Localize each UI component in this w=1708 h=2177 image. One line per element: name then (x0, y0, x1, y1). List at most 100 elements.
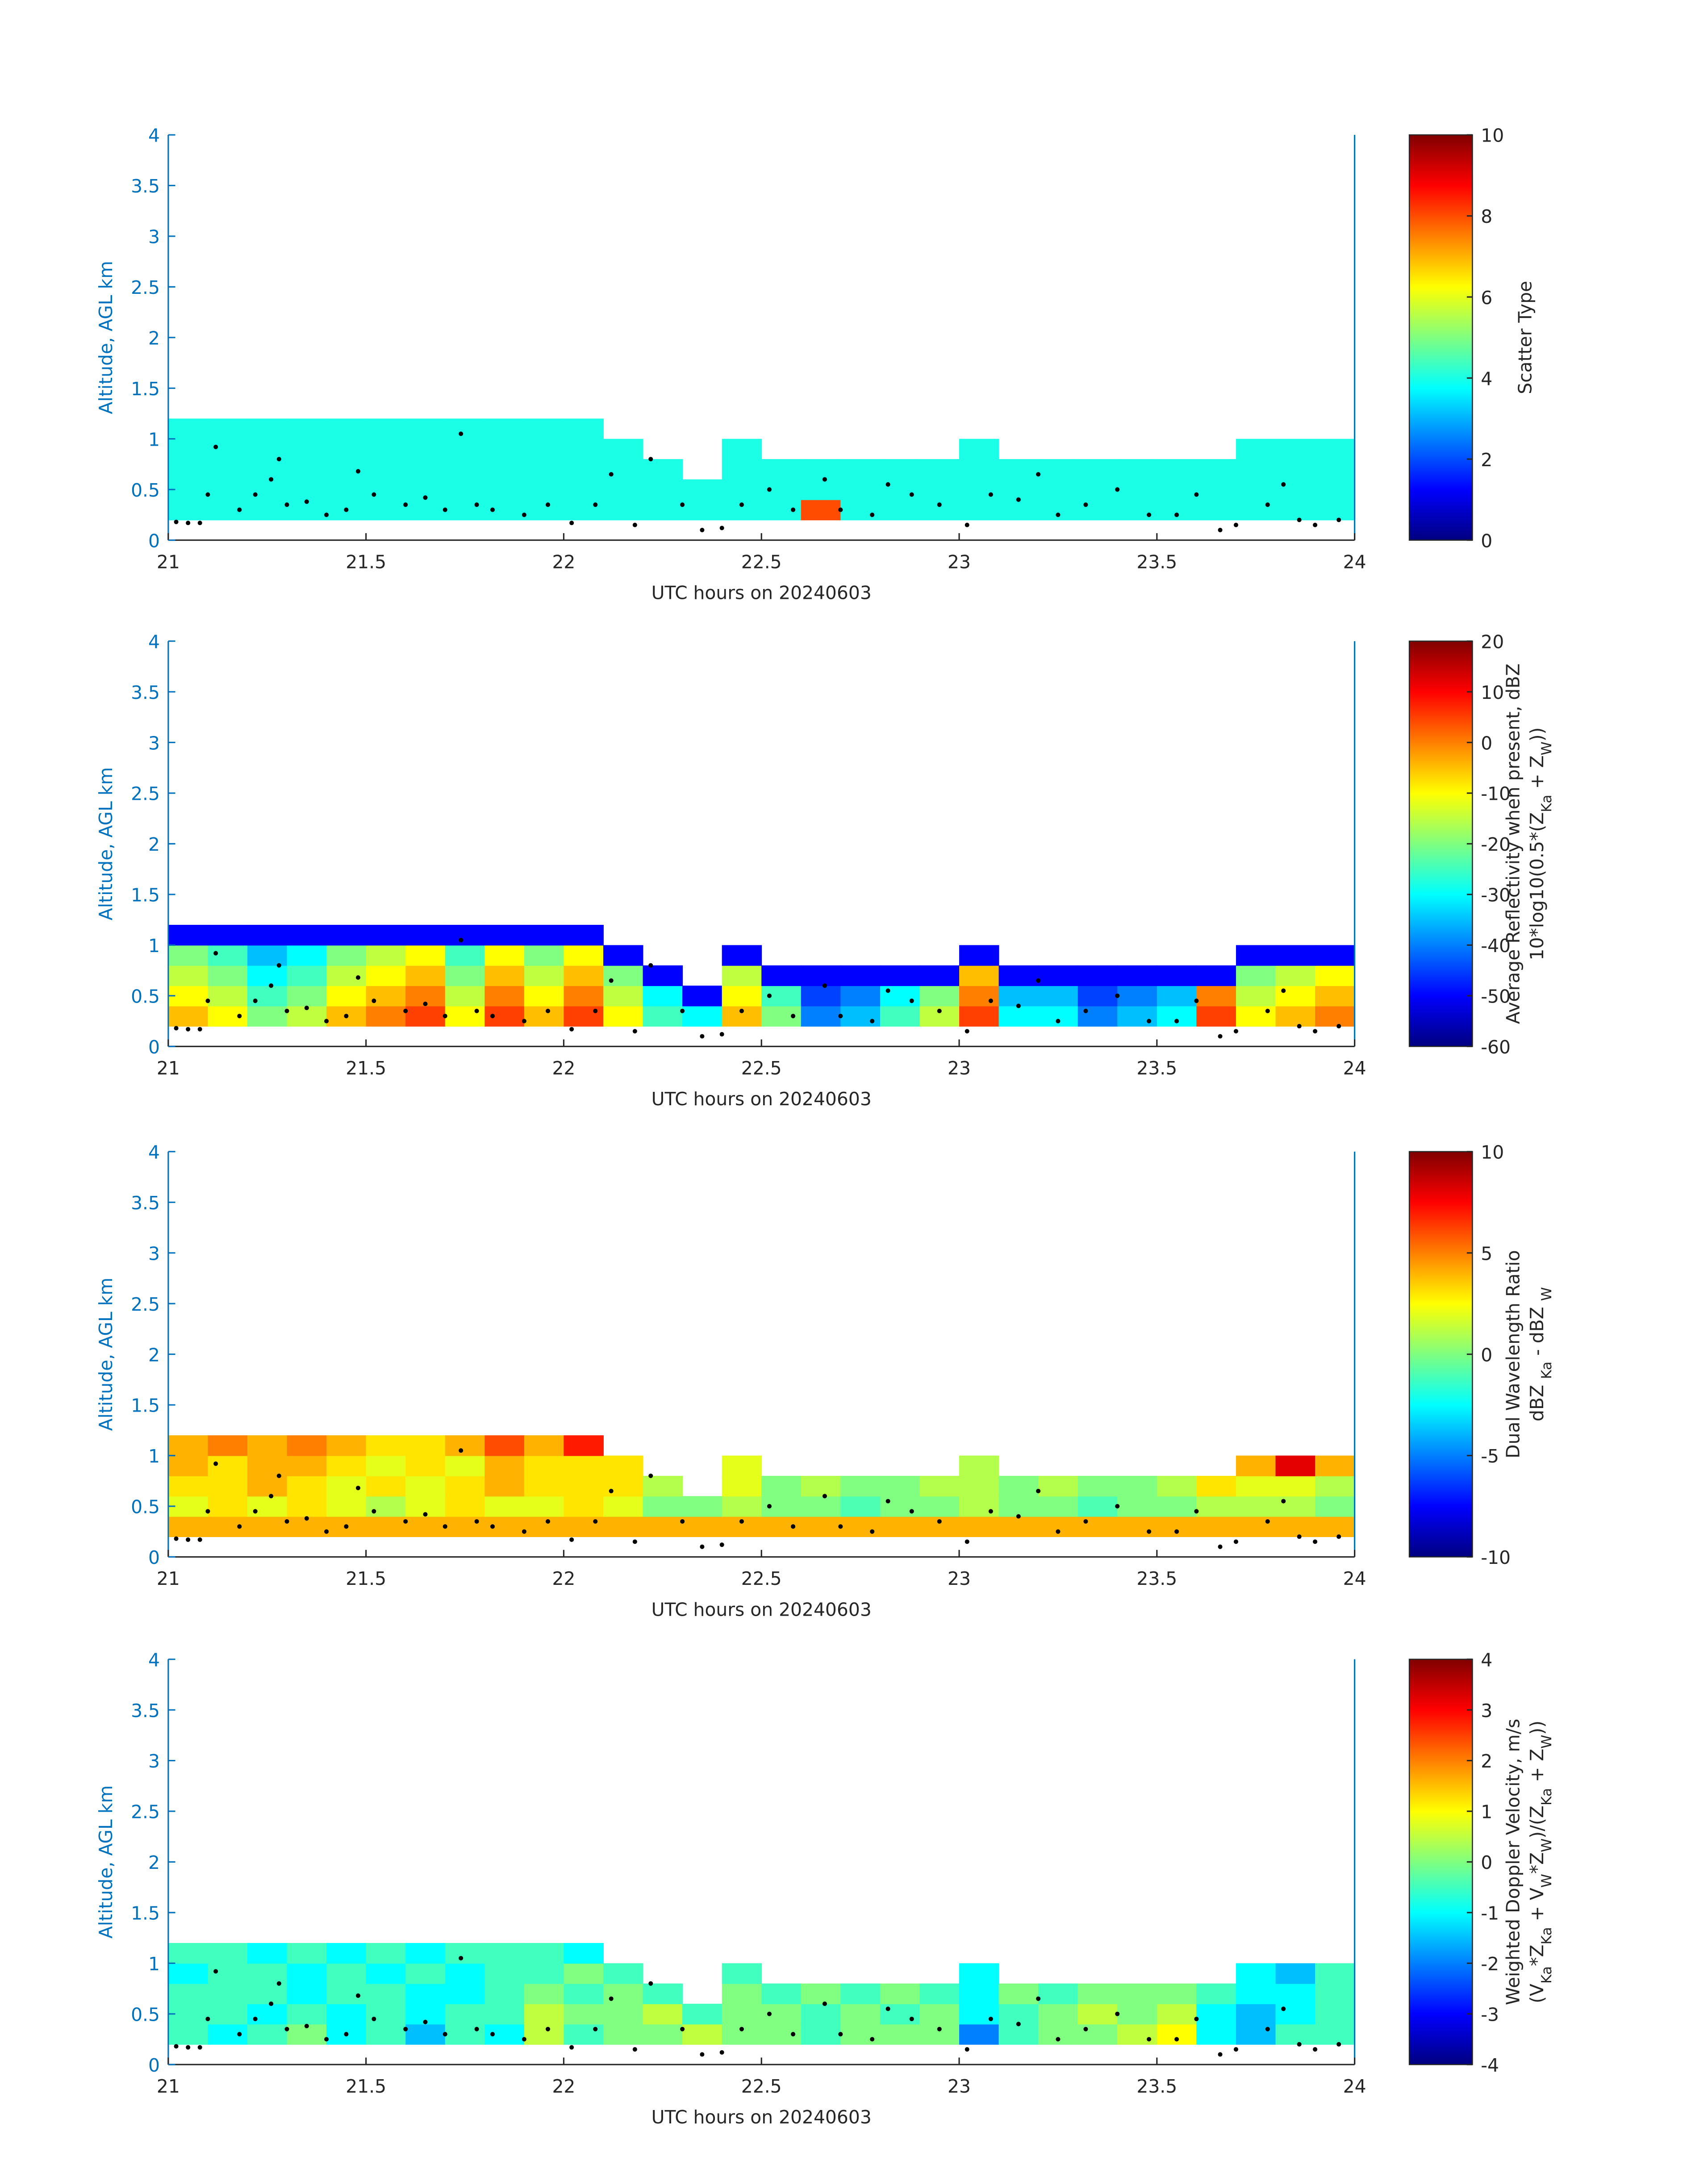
heatmap-cell (1117, 2024, 1157, 2045)
colorbar-label-part: dBZ (1526, 1379, 1548, 1421)
x-tick-label: 23 (948, 1057, 971, 1079)
heatmap-cell (880, 2024, 920, 2045)
heatmap-cell (524, 1963, 564, 1984)
x-tick-label: 23.5 (1136, 1568, 1177, 1589)
cloud-base-point (1265, 1519, 1270, 1524)
heatmap-cell (484, 1943, 525, 1964)
heatmap-cell (405, 1435, 446, 1456)
heatmap-cell (524, 418, 564, 439)
heatmap-cell (603, 945, 643, 966)
cloud-base-point (680, 1519, 685, 1524)
y-axis-label: Altitude, AGL km (95, 767, 117, 920)
y-tick-label: 1 (148, 935, 160, 957)
cloud-base-point (822, 2002, 827, 2006)
cloud-base-point (355, 1993, 360, 1998)
y-tick-label: 1.5 (131, 885, 160, 906)
cloud-base-point (186, 521, 191, 526)
heatmap-cell (445, 945, 485, 966)
heatmap-cell (326, 986, 367, 1007)
cloud-base-point (700, 2052, 705, 2057)
cloud-base-point (490, 1014, 495, 1019)
colorbar-label-part: Average Reflectivity when present, dBZ (1503, 664, 1524, 1024)
x-tick-label: 22 (552, 551, 575, 572)
cloud-base-point (1265, 502, 1270, 507)
cloud-base-point (965, 2047, 969, 2052)
cloud-base-point (885, 1499, 890, 1504)
heatmap-cell (484, 1435, 525, 1456)
heatmap-cell (1117, 1475, 1157, 1497)
heatmap-cell (840, 1006, 881, 1027)
cloud-base-point (253, 999, 258, 1003)
heatmap-cell (1196, 459, 1236, 480)
x-tick-label: 22 (552, 2076, 575, 2097)
heatmap-cell (1157, 499, 1197, 521)
y-tick-label: 3.5 (131, 682, 160, 703)
cloud-base-point (1036, 1996, 1041, 2001)
cloud-base-point (522, 1019, 526, 1024)
cloud-base-point (284, 502, 289, 507)
heatmap-cell (366, 479, 406, 500)
heatmap-cell (1236, 1983, 1276, 2005)
heatmap-cell (247, 1496, 288, 1517)
cloud-base-point (253, 1509, 258, 1514)
cloud-base-point (791, 1524, 796, 1529)
cloud-base-point (205, 1509, 210, 1514)
x-tick-label: 21.5 (346, 1057, 386, 1079)
heatmap-cell (1077, 499, 1118, 521)
cloud-base-point (276, 457, 281, 462)
colorbar-tick-label: -1 (1481, 1903, 1499, 1924)
cloud-base-point (545, 1008, 551, 1013)
heatmap-cell (959, 1963, 999, 1984)
heatmap-cell (208, 986, 248, 1007)
cloud-base-point (197, 1537, 202, 1542)
heatmap-cell (366, 986, 406, 1007)
heatmap-cell (959, 1455, 999, 1476)
cloud-base-point (1281, 482, 1286, 487)
heatmap-cell (959, 965, 999, 986)
cloud-base-point (739, 2027, 744, 2031)
heatmap-cell (524, 499, 564, 521)
heatmap-cell (722, 965, 762, 986)
heatmap-cell (326, 945, 367, 966)
heatmap-cell (405, 1963, 446, 1984)
heatmap-cell (801, 499, 841, 521)
cloud-base-point (909, 999, 914, 1003)
cloud-base-point (1016, 2022, 1021, 2027)
heatmap-cell (1038, 1516, 1078, 1537)
x-tick-label: 21.5 (346, 551, 386, 572)
heatmap-cell (603, 2024, 643, 2045)
heatmap-cell (1236, 459, 1276, 480)
heatmap-cell (840, 1496, 881, 1517)
heatmap-cell (1315, 479, 1355, 500)
heatmap-cell (603, 439, 643, 460)
cloud-base-point (1083, 1008, 1088, 1013)
heatmap-cell (366, 1455, 406, 1476)
x-tick-label: 22.5 (741, 2076, 782, 2097)
cloud-base-point (791, 2032, 796, 2037)
cloud-base-point (1313, 1539, 1318, 1544)
heatmap-cell (247, 925, 288, 946)
heatmap-cell (1275, 479, 1316, 500)
cloud-base-point (403, 1008, 408, 1013)
heatmap-cell (405, 1006, 446, 1027)
heatmap-cell (524, 2004, 564, 2025)
colorbar-label: 10*log10(0.5*(ZKa + ZW)) (1526, 727, 1555, 961)
cloud-base-point (1233, 1029, 1238, 1034)
cloud-base-point (1218, 527, 1223, 532)
heatmap-cell (405, 418, 446, 439)
x-tick-label: 21 (157, 551, 180, 572)
cloud-base-point (1174, 2037, 1179, 2042)
cloud-base-point (423, 2019, 428, 2024)
cloud-base-point (522, 512, 526, 517)
colorbar-label-part: )) (1526, 727, 1548, 742)
heatmap-cell (880, 1516, 920, 1537)
heatmap-cell (168, 418, 209, 439)
cloud-base-point (1147, 2037, 1152, 2042)
heatmap-cell (326, 418, 367, 439)
cloud-base-point (838, 1524, 843, 1529)
heatmap-cell (722, 1983, 762, 2005)
heatmap-cell (1196, 1496, 1236, 1517)
heatmap-cell (682, 1516, 722, 1537)
heatmap-cell (959, 1496, 999, 1517)
heatmap-cell (445, 986, 485, 1007)
